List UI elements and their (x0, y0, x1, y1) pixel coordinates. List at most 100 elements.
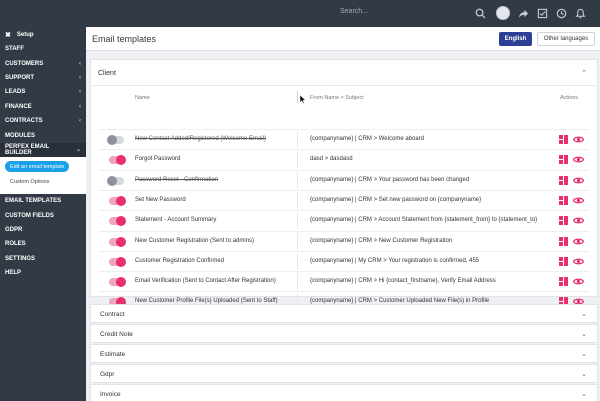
sidebar: ✖ Setup STAFF CUSTOMERS ‹ SUPPORT ‹ LEADS ‹… (0, 27, 86, 401)
eye-icon[interactable] (573, 196, 584, 205)
search-icon[interactable] (474, 7, 487, 20)
template-name-link[interactable]: Set New Password (135, 196, 186, 203)
eye-icon[interactable] (573, 257, 584, 266)
toggle-knob (116, 256, 126, 267)
sidebar-item-leads[interactable]: LEADS ‹ (0, 85, 86, 99)
template-name-link[interactable]: Customer Registration Confirmed (135, 257, 225, 264)
eye-icon[interactable] (573, 216, 584, 225)
template-builder-icon[interactable] (559, 195, 568, 205)
sidebar-subitem-custom-options[interactable]: Custom Options (10, 179, 50, 186)
toggle-knob (107, 175, 117, 186)
column-header-subject: From Name > Subject (310, 95, 364, 101)
chevron-down-icon[interactable]: ⌄ (581, 391, 587, 398)
enabled-toggle[interactable] (109, 277, 126, 288)
template-builder-icon[interactable] (559, 277, 568, 287)
template-subject: {companyname} | My CRM > Your registrati… (310, 257, 480, 264)
eye-icon[interactable] (573, 277, 584, 286)
template-name-link[interactable]: Password Reset - Confirmation (135, 176, 219, 183)
enabled-toggle[interactable] (109, 216, 126, 227)
eye-icon[interactable] (573, 176, 584, 185)
client-panel: Client ⌃ Name From Name > Subject Action… (90, 59, 598, 311)
column-resizer[interactable] (297, 91, 298, 103)
checkbox-icon[interactable] (536, 7, 549, 20)
sidebar-item-custom-fields[interactable]: CUSTOM FIELDS (0, 209, 86, 223)
chevron-down-icon[interactable]: ⌄ (581, 371, 587, 378)
sidebar-item-contracts[interactable]: CONTRACTS ‹ (0, 114, 86, 128)
chevron-left-icon: ‹ (79, 60, 81, 67)
toggle-knob (116, 216, 126, 227)
enabled-toggle[interactable] (109, 256, 126, 267)
avatar[interactable] (496, 6, 510, 20)
chevron-down-icon[interactable]: ⌄ (581, 311, 587, 318)
sidebar-item-customers[interactable]: CUSTOMERS ‹ (0, 56, 86, 70)
template-name-link[interactable]: New Contact Added/Registered (Welcome Em… (135, 136, 266, 142)
table-row: Set New Password {companyname} | CRM > Se… (99, 189, 589, 210)
column-header-name: Name (135, 95, 150, 101)
template-subject: {companyname} | CRM > Account Statement … (310, 217, 538, 224)
enabled-toggle[interactable] (109, 236, 126, 247)
sidebar-item-perfex-email-builder[interactable]: PERFEX EMAIL BUILDER ⌄ (0, 142, 86, 158)
sidebar-item-support[interactable]: SUPPORT ‹ (0, 71, 86, 85)
eye-icon[interactable] (573, 237, 584, 246)
table-row: New Customer Registration (Sent to admin… (99, 230, 589, 251)
enabled-toggle[interactable] (107, 175, 124, 186)
sidebar-item-email-templates[interactable]: EMAIL TEMPLATES (0, 194, 86, 208)
template-subject: {companyname} | CRM > Hi {contact_firstn… (310, 278, 496, 285)
template-name-link[interactable]: Forgot Password (135, 156, 181, 163)
other-languages-button[interactable]: Other languages (537, 32, 595, 46)
sidebar-item-label: HELP (5, 270, 22, 277)
close-icon[interactable]: ✖ (5, 31, 11, 39)
sidebar-item-staff[interactable]: STAFF (0, 42, 86, 56)
bell-icon[interactable] (574, 7, 587, 20)
collapsed-panel-estimate[interactable]: Estimate ⌄ (90, 344, 598, 363)
panel-title[interactable]: Client (98, 70, 116, 77)
template-builder-icon[interactable] (559, 256, 568, 266)
collapsed-panel-invoice[interactable]: Invoice ⌄ (90, 384, 598, 401)
share-icon[interactable] (517, 7, 530, 20)
search-input[interactable]: Search... (340, 8, 369, 15)
chevron-left-icon: ‹ (79, 74, 81, 81)
panel-title: Gdpr (100, 371, 115, 378)
table-row: Forgot Password dasd > dasdasd (99, 149, 589, 169)
sidebar-submenu: Edit an email template Custom Options (0, 157, 86, 195)
chevron-down-icon[interactable]: ⌄ (581, 331, 587, 338)
column-divider (297, 232, 298, 250)
sidebar-item-finance[interactable]: FINANCE ‹ (0, 100, 86, 114)
table-row: Password Reset - Confirmation {companynam… (99, 169, 589, 190)
sidebar-item-label: STAFF (5, 46, 24, 53)
english-button[interactable]: English (499, 32, 532, 46)
eye-icon[interactable] (573, 155, 584, 164)
collapsed-panel-credit-note[interactable]: Credit Note ⌄ (90, 324, 598, 343)
template-builder-icon[interactable] (559, 216, 568, 226)
enabled-toggle[interactable] (109, 155, 126, 166)
template-builder-icon[interactable] (559, 135, 568, 144)
divider (91, 85, 597, 86)
enabled-toggle[interactable] (109, 297, 126, 308)
clock-icon[interactable] (555, 7, 568, 20)
chevron-down-icon[interactable]: ⌄ (581, 351, 587, 358)
enabled-toggle[interactable] (107, 135, 124, 145)
sidebar-setup-header[interactable]: ✖ Setup (0, 27, 86, 42)
template-name-link[interactable]: New Customer Profile File(s) Uploaded (S… (135, 298, 278, 305)
eye-icon[interactable] (573, 135, 584, 144)
sidebar-subitem-edit-template[interactable]: Edit an email template (5, 161, 70, 173)
template-name-link[interactable]: Statement - Account Summary (135, 217, 217, 224)
table-row: Statement - Account Summary {companyname}… (99, 210, 589, 230)
template-builder-icon[interactable] (559, 236, 568, 246)
template-name-link[interactable]: Email Verification (Sent to Contact Afte… (135, 278, 276, 285)
sidebar-item-gdpr[interactable]: GDPR (0, 223, 86, 237)
collapsed-panel-contract[interactable]: Contract ⌄ (90, 304, 598, 323)
sidebar-item-help[interactable]: HELP (0, 266, 86, 280)
collapsed-panel-gdpr[interactable]: Gdpr ⌄ (90, 364, 598, 383)
template-subject: {companyname} | CRM > New Customer Regis… (310, 237, 453, 244)
sidebar-item-roles[interactable]: ROLES (0, 237, 86, 251)
template-builder-icon[interactable] (559, 155, 568, 165)
sidebar-item-label: GDPR (5, 227, 23, 234)
chevron-up-icon[interactable]: ⌃ (581, 70, 587, 77)
eye-icon[interactable] (573, 297, 584, 306)
sidebar-item-settings[interactable]: SETTINGS (0, 252, 86, 266)
template-name-link[interactable]: New Customer Registration (Sent to admin… (135, 237, 255, 244)
template-builder-icon[interactable] (559, 175, 568, 185)
sidebar-item-modules[interactable]: MODULES (0, 128, 86, 142)
enabled-toggle[interactable] (109, 195, 126, 206)
